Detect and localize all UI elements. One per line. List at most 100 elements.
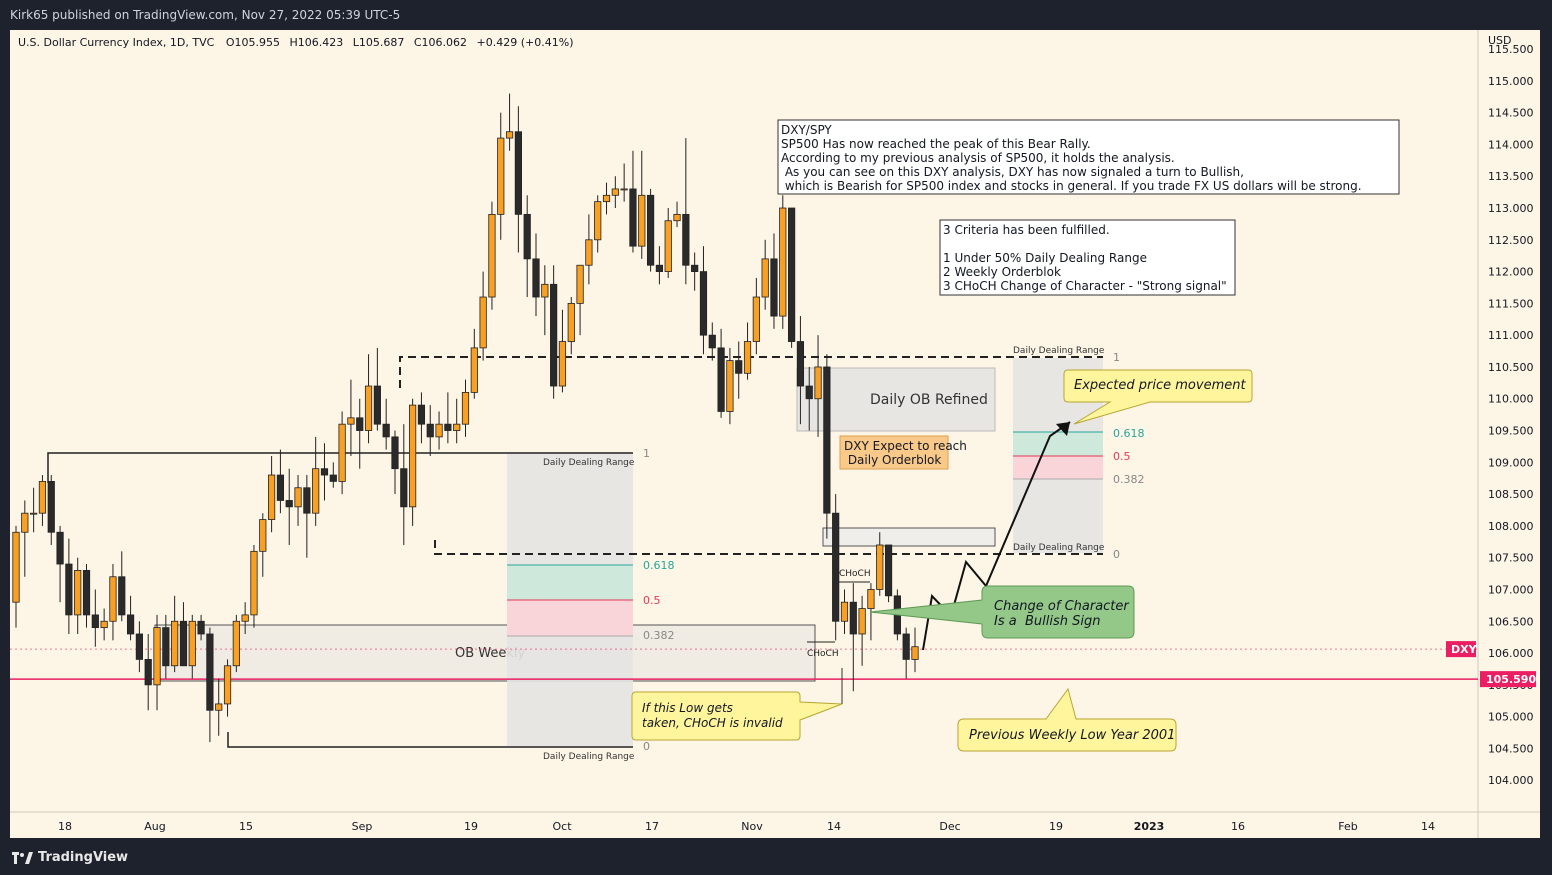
weekly-low-callout[interactable]: Previous Weekly Low Year 2001 xyxy=(957,687,1177,752)
candle-body xyxy=(550,283,558,387)
candle-body xyxy=(823,366,831,514)
symbol-header: U.S. Dollar Currency Index, 1D, TVC O105… xyxy=(18,36,574,49)
footer: TradingView xyxy=(0,840,1552,875)
candle xyxy=(347,379,355,456)
candle-body xyxy=(47,480,55,533)
analysis-note[interactable]: DXY/SPY SP500 Has now reached the peak o… xyxy=(777,119,1400,195)
candle-body xyxy=(770,258,778,317)
candle-body xyxy=(505,131,514,139)
price-chart[interactable]: U.S. Dollar Currency Index, 1D, TVC O105… xyxy=(10,30,1540,838)
analysis-note-box xyxy=(777,119,1400,195)
candle xyxy=(417,392,426,444)
candle xyxy=(823,354,831,539)
candle xyxy=(285,468,293,545)
candle-body xyxy=(884,544,893,597)
y-tick-label: 109.000 xyxy=(1488,456,1534,469)
ddr-right-green xyxy=(1013,432,1103,456)
candle-body xyxy=(532,258,540,298)
weekly-low-price-label: 105.590 xyxy=(1480,671,1536,688)
candle-body xyxy=(867,589,875,609)
candle xyxy=(312,436,320,526)
candle xyxy=(664,208,672,278)
candle xyxy=(497,112,505,240)
ddr-right-bottom-label: Daily Dealing Range xyxy=(1013,543,1105,553)
low-invalid-callout[interactable]: If this Low gets taken, CHoCH is invalid xyxy=(631,668,843,741)
candle-body xyxy=(752,296,760,342)
candle-body xyxy=(470,347,478,393)
ddr-left-top-label: Daily Dealing Range xyxy=(543,458,635,468)
candle-body xyxy=(338,423,346,482)
candle-body xyxy=(417,404,426,425)
candle-body xyxy=(576,264,584,304)
candle-body xyxy=(38,480,47,514)
candle-body xyxy=(285,500,293,508)
candle xyxy=(602,182,611,215)
candle-body xyxy=(294,487,302,508)
candle-body xyxy=(567,302,575,342)
candle-body xyxy=(629,188,637,247)
x-tick-label: 2023 xyxy=(1134,820,1165,833)
candle xyxy=(673,201,681,228)
candle xyxy=(391,430,399,495)
x-tick-label: Aug xyxy=(144,820,165,833)
candle xyxy=(118,551,126,622)
chart-pane[interactable]: U.S. Dollar Currency Index, 1D, TVC O105… xyxy=(10,30,1540,838)
candle xyxy=(611,176,619,209)
candle xyxy=(179,602,188,667)
candle xyxy=(884,544,893,603)
ddr-left-green xyxy=(507,565,633,600)
tradingview-logo[interactable]: TradingView xyxy=(12,850,128,865)
ddr-right-top-label: Daily Dealing Range xyxy=(1013,346,1105,356)
projected-path-arrow xyxy=(1056,422,1070,436)
candle-body xyxy=(876,544,884,590)
candle xyxy=(470,328,478,399)
weekly-low-text: Previous Weekly Low Year 2001 xyxy=(969,728,1175,743)
candle-body xyxy=(779,207,787,317)
candle-body xyxy=(620,188,628,191)
candle-body xyxy=(743,341,752,374)
candle-body xyxy=(461,391,470,425)
candle xyxy=(779,195,787,329)
symbol-price-text: DXY xyxy=(1451,643,1478,656)
candle-body xyxy=(673,213,681,222)
y-tick-label: 113.500 xyxy=(1488,170,1534,183)
candle-body xyxy=(805,385,813,400)
x-tick-label: 19 xyxy=(464,820,478,833)
candle xyxy=(594,195,602,253)
candle xyxy=(435,411,443,450)
criteria-note[interactable]: 3 Criteria has been fulfilled. 1 Under 5… xyxy=(939,219,1236,296)
tradingview-logo-text: TradingView xyxy=(38,850,129,865)
candle-body xyxy=(646,194,655,266)
y-tick-label: 112.500 xyxy=(1488,234,1534,247)
candle xyxy=(241,602,249,634)
choch-callout[interactable]: Change of Character Is a Bullish Sign xyxy=(869,585,1135,639)
candle xyxy=(726,347,734,425)
candle xyxy=(409,398,417,526)
choch-callout-line-0: Change of Character xyxy=(994,599,1130,614)
dxy-expect-note[interactable]: DXY Expect to reach Daily Orderblok xyxy=(839,435,967,470)
candle xyxy=(840,589,849,634)
candle xyxy=(761,239,769,310)
candle xyxy=(135,621,143,673)
expected-move-callout[interactable]: Expected price movement xyxy=(1063,369,1253,425)
candle-body xyxy=(215,703,223,711)
candle xyxy=(364,354,373,444)
candle-body xyxy=(682,213,690,266)
fib-right-0: 0 xyxy=(1113,548,1120,561)
y-tick-label: 110.500 xyxy=(1488,361,1534,374)
candle-body xyxy=(585,239,593,266)
dxy-expect-line-1: Daily Orderblok xyxy=(844,453,941,467)
candle-body xyxy=(726,360,734,412)
candle xyxy=(30,487,38,533)
candle xyxy=(100,608,108,641)
candle-body xyxy=(832,512,840,622)
ohlc-change: +0.429 (+0.41%) xyxy=(477,36,574,49)
y-tick-label: 106.500 xyxy=(1488,615,1534,628)
candle xyxy=(82,564,91,628)
weekly-low-bubble xyxy=(957,687,1177,752)
candle-body xyxy=(638,194,646,247)
fib-right-618: 0.618 xyxy=(1113,427,1145,440)
y-tick-label: 107.500 xyxy=(1488,552,1534,565)
y-tick-label: 114.500 xyxy=(1488,107,1534,120)
candle xyxy=(171,595,179,673)
